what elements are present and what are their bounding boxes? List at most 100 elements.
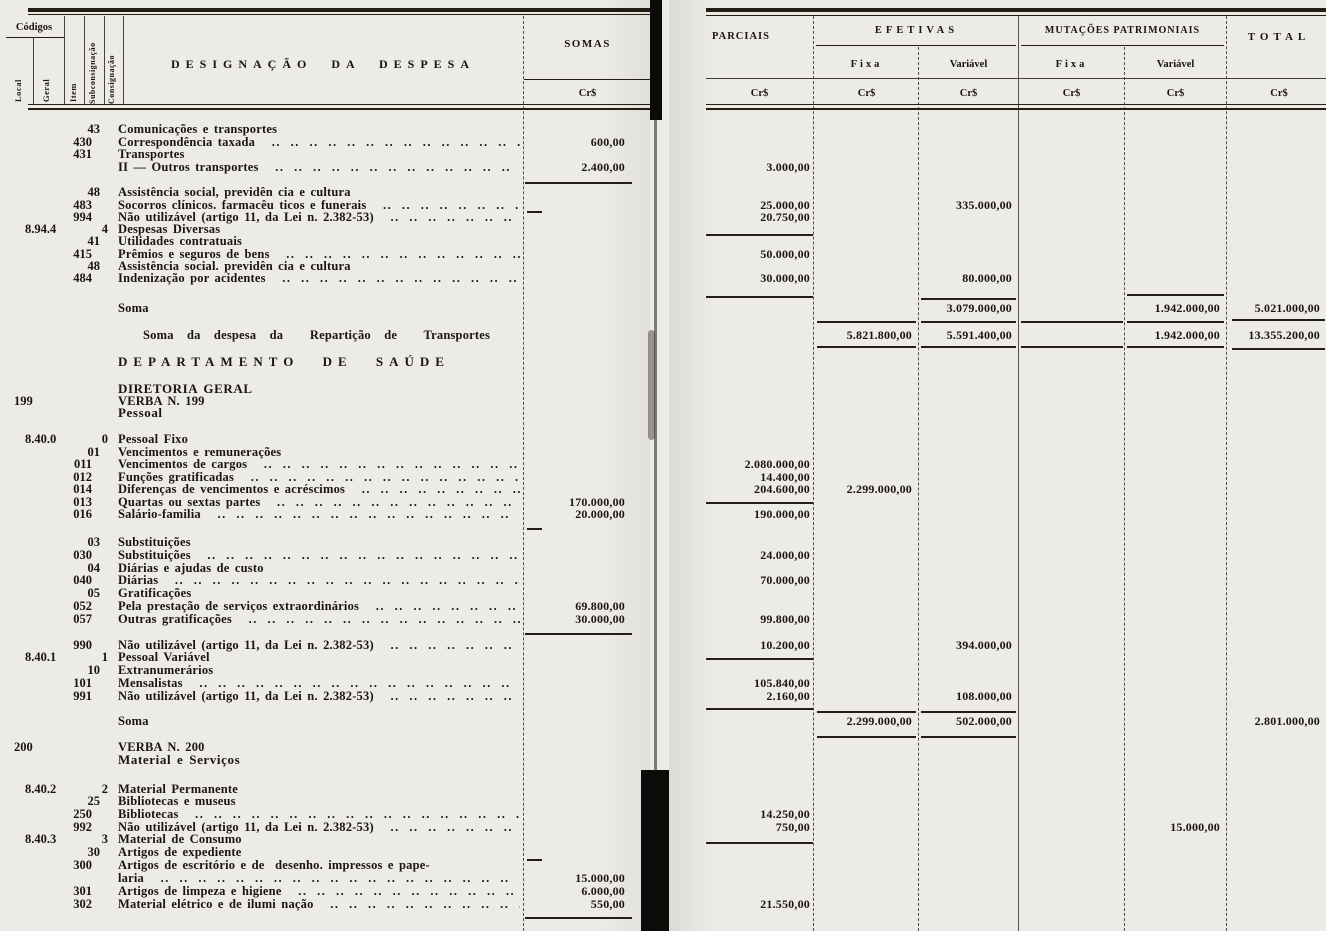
dot-leader: .. .. .. .. .. .. .. .. .. .. .. .. .. .…: [263, 457, 519, 471]
code-item: 052: [73, 599, 92, 613]
table-row: 8.40.2 2 Material Permanente: [0, 782, 1326, 796]
table-row: 300 Artigos de escritório e de desenho. i…: [0, 858, 1326, 872]
designacao-cell: Soma: [118, 714, 520, 728]
parciais-value: 14.250,00: [760, 807, 810, 821]
header-bottom-rule-right: [706, 107, 1326, 110]
efetivas-variavel-cr-label: Cr$: [959, 88, 978, 99]
dot-leader: .. .. .. .. .. .. .. .. .. .. .. .. .. .…: [277, 495, 513, 509]
designacao-text: Pessoal Variável: [118, 650, 210, 664]
table-row: 01 Vencimentos e remunerações: [0, 445, 1326, 459]
top-rule-left-thin: [28, 14, 650, 16]
code-item: 030: [73, 548, 92, 562]
margin-tick: [527, 859, 542, 861]
efetivas-fixa-header: Fixa: [850, 59, 883, 70]
designacao-text: DEPARTAMENTO DE SAÚDE: [118, 354, 450, 369]
code-item: 016: [73, 507, 92, 521]
code-group: 05: [87, 586, 101, 600]
table-row: 41 Utilidades contratuais: [0, 234, 1326, 248]
table-row: 040 Diárias .. .. .. .. .. .. .. .. .. ..…: [0, 573, 1326, 587]
code-item: 012: [73, 470, 92, 484]
designacao-cell: Não utilizável (artigo 11, da Lei n. 2.3…: [118, 638, 520, 652]
designacao-text: Soma: [118, 301, 149, 315]
top-rule-right: [706, 8, 1326, 12]
table-row: Material e Serviços: [0, 753, 1326, 767]
designacao-cell: Pela prestação de serviços extraordinári…: [118, 599, 520, 613]
table-row: 301 Artigos de limpeza e higiene .. .. ..…: [0, 884, 1326, 898]
efetivas-variavel-value: 335.000,00: [956, 198, 1012, 212]
code-item: 991: [73, 689, 92, 703]
mutacoes-variavel-value: 1.942.000,00: [1154, 301, 1220, 315]
col-label-geral: Geral: [41, 78, 51, 102]
dot-leader: .. .. .. .. .. .. .. .. .. .. .. .. .. .…: [271, 135, 520, 149]
somas-value: 170.000,00: [569, 495, 625, 509]
designacao-text: Socorros clínicos. farmacêu ticos e fune…: [118, 198, 367, 212]
table-row: 250 Bibliotecas .. .. .. .. .. .. .. .. .…: [0, 807, 1326, 821]
mutacoes-variavel-cr-label: Cr$: [1166, 88, 1185, 99]
codes-divider-4: [104, 16, 105, 104]
cr-row-separator-right: [706, 78, 1326, 79]
parciais-value: 3.000,00: [766, 160, 810, 174]
column-rule: [525, 633, 632, 635]
column-rule: [706, 658, 813, 660]
parciais-value: 50.000,00: [760, 247, 810, 261]
code-item: 057: [73, 612, 92, 626]
table-row: Soma 3.079.000,00 1.942.000,00 5.021.000,00: [0, 301, 1326, 315]
efetivas-variavel-value: 5.591.400,00: [946, 328, 1012, 342]
designacao-cell: Despesas Diversas: [118, 222, 520, 236]
designacao-cell: Pessoal Variável: [118, 650, 520, 664]
column-rule: [817, 736, 916, 738]
dot-leader: .. .. .. .. .. .. .. .. .. .. .. .. .. .…: [390, 638, 513, 652]
somas-cr-label: Cr$: [578, 88, 597, 99]
code-group: 48: [87, 259, 101, 273]
dot-leader: .. .. .. .. .. .. .. .. .. .. .. .. .. .…: [286, 247, 520, 261]
divider-mutacoes-fixa-variavel: [1124, 47, 1125, 931]
dot-leader: .. .. .. .. .. .. .. .. .. .. .. .. .. .…: [330, 897, 520, 911]
designacao-text: Não utilizável (artigo 11, da Lei n. 2.3…: [118, 638, 374, 652]
somas-value: 600,00: [590, 135, 625, 149]
table-row: II — Outros transportes .. .. .. .. .. .…: [0, 160, 1326, 174]
designacao-text: Transportes: [118, 147, 185, 161]
designacao-cell: Socorros clínicos. farmacêu ticos e fune…: [118, 198, 520, 212]
gutter-band-top: [650, 0, 662, 120]
efetivas-fixa-value: 2.299.000,00: [846, 714, 912, 728]
designacao-text: Utilidades contratuais: [118, 234, 243, 248]
column-rule: [817, 711, 916, 713]
dot-leader: .. .. .. .. .. .. .. .. .. .. .. .. .. .…: [199, 676, 511, 690]
top-rule-left: [28, 8, 650, 12]
designacao-text: Despesas Diversas: [118, 222, 221, 236]
designacao-cell: Substituições: [118, 535, 520, 549]
dot-leader: .. .. .. .. .. .. .. .. .. .. .. .. .. .…: [298, 884, 516, 898]
code-item: 990: [73, 638, 92, 652]
codes-divider-3: [84, 16, 85, 104]
header-bottom-rule-left: [28, 107, 650, 110]
dot-leader: .. .. .. .. .. .. .. .. .. .. .. .. .. .…: [275, 160, 511, 174]
parciais-header: PARCIAIS: [712, 31, 770, 42]
margin-tick: [527, 211, 542, 213]
column-rule: [921, 711, 1016, 713]
designacao-cell: Diárias .. .. .. .. .. .. .. .. .. .. ..…: [118, 573, 520, 587]
table-row: 430 Correspondência taxada .. .. .. .. ..…: [0, 135, 1326, 149]
somas-header: SOMAS: [564, 38, 611, 50]
column-rule: [1021, 321, 1123, 323]
column-rule: [706, 234, 813, 236]
table-row: 302 Material elétrico e de ilumi nação ..…: [0, 897, 1326, 911]
designacao-text: Extranumerários: [118, 663, 214, 677]
column-rule: [706, 842, 813, 844]
designacao-cell: Indenização por acidentes .. .. .. .. ..…: [118, 271, 520, 285]
column-rule: [1127, 321, 1224, 323]
table-row: 052 Pela prestação de serviços extraordin…: [0, 599, 1326, 613]
dot-leader: .. .. .. .. .. .. .. .. .. .. .. .. .. .…: [375, 599, 518, 613]
code-item: 415: [73, 247, 92, 261]
column-rule: [706, 708, 813, 710]
dot-leader: .. .. .. .. .. .. .. .. .. .. .. .. .. .…: [217, 507, 520, 521]
designacao-cell: Material e Serviços: [118, 753, 520, 767]
designacao-cell: Material de Consumo: [118, 832, 520, 846]
code-item: 040: [73, 573, 92, 587]
table-row: 011 Vencimentos de cargos .. .. .. .. .. …: [0, 457, 1326, 471]
code-item: 250: [73, 807, 92, 821]
designacao-text: II — Outros transportes: [118, 160, 259, 174]
designacao-text: Diárias e ajudas de custo: [118, 561, 264, 575]
mutacoes-fixa-header: Fixa: [1055, 59, 1088, 70]
designacao-cell: Assistência social. previdên cia e cultu…: [118, 259, 520, 273]
efetivas-variavel-header: Variável: [949, 59, 988, 70]
